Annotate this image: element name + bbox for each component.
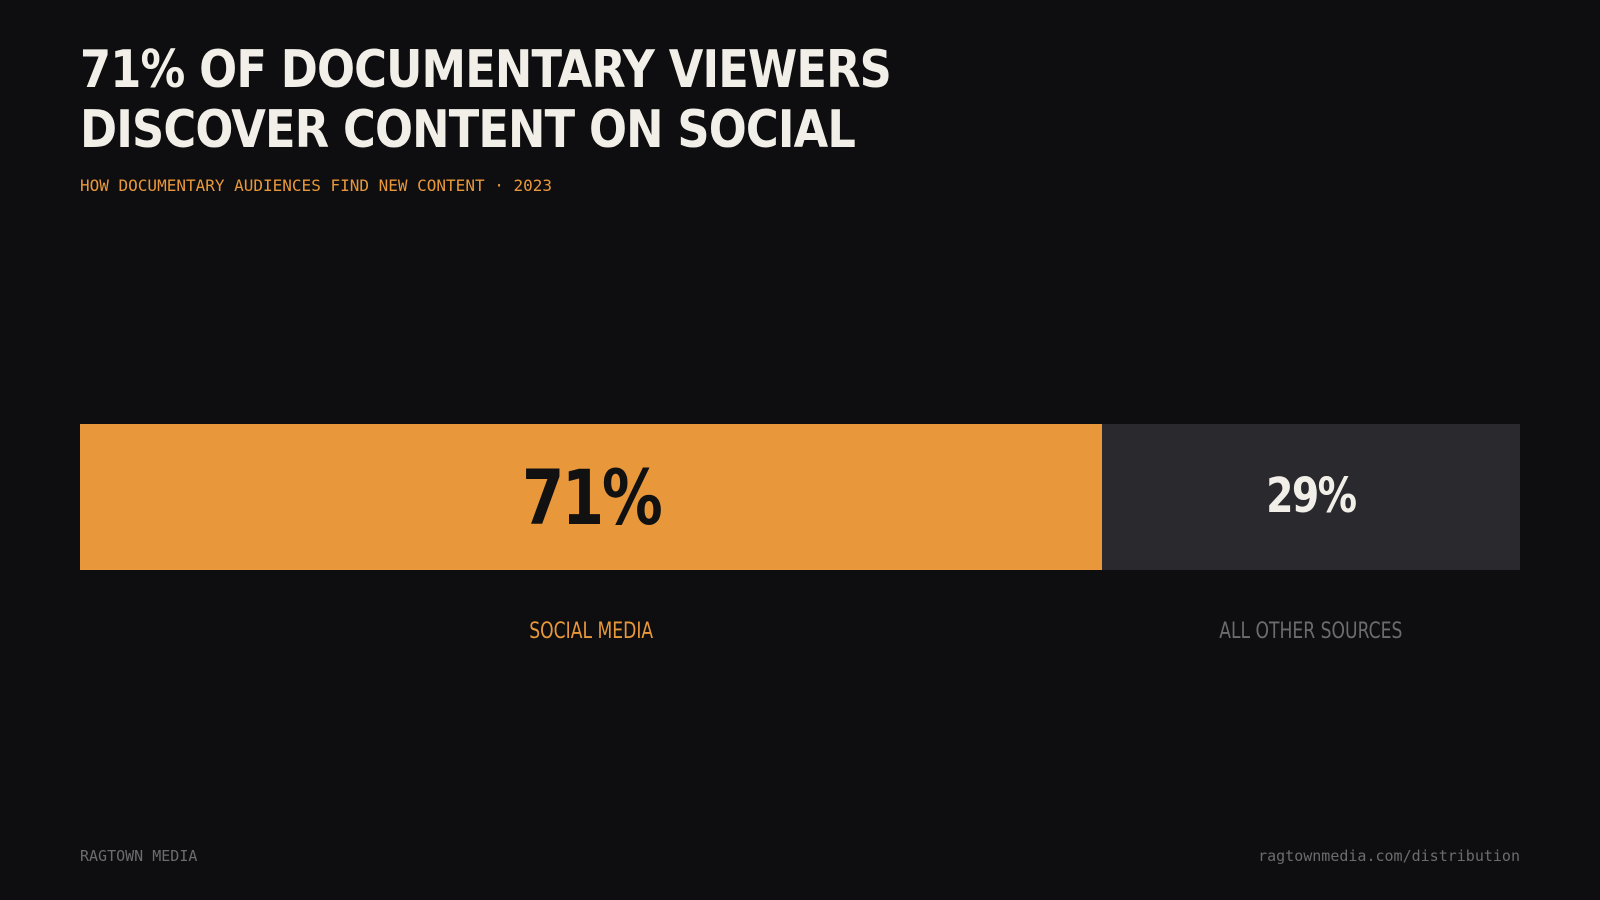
stacked-bar-chart: 71% 29%: [80, 424, 1520, 570]
footer-link[interactable]: ragtownmedia.com/distribution: [1258, 847, 1520, 865]
bar-value-label-all-other-sources: 29%: [1266, 468, 1358, 524]
chart-title: 71% OF DOCUMENTARY VIEWERS DISCOVER CONT…: [80, 40, 892, 160]
footer-brand: RAGTOWN MEDIA: [80, 847, 198, 865]
chart-title-line-2: DISCOVER CONTENT ON SOCIAL: [80, 100, 856, 160]
bar-social-media: 71%: [80, 424, 1103, 570]
bar-value-label-social-media: 71%: [522, 453, 663, 542]
bar-all-other-sources: 29%: [1102, 424, 1520, 570]
chart-subtitle: HOW DOCUMENTARY AUDIENCES FIND NEW CONTE…: [80, 176, 553, 195]
category-label-all-other-sources: ALL OTHER SOURCES: [1219, 619, 1403, 644]
chart-title-line-1: 71% OF DOCUMENTARY VIEWERS: [80, 40, 892, 100]
category-label-social-media: SOCIAL MEDIA: [529, 619, 654, 644]
